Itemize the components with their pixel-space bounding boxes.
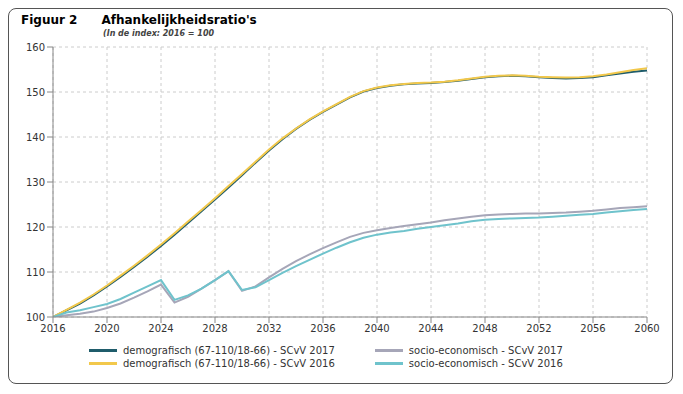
svg-text:140: 140 (26, 132, 45, 143)
svg-text:2032: 2032 (256, 323, 281, 334)
svg-text:2028: 2028 (202, 323, 227, 334)
svg-text:160: 160 (26, 42, 45, 53)
svg-text:2048: 2048 (472, 323, 497, 334)
svg-text:2040: 2040 (364, 323, 389, 334)
svg-text:150: 150 (26, 87, 45, 98)
html-text:demografisch (67-110/18-66) -: demografisch (67-110/18-66) - SCvV 2016 (123, 358, 335, 369)
svg-text:2024: 2024 (148, 323, 173, 334)
svg-text:2044: 2044 (418, 323, 443, 334)
svg-text:2020: 2020 (94, 323, 119, 334)
svg-text:2060: 2060 (634, 323, 659, 334)
svg-text:130: 130 (26, 177, 45, 188)
html-text:Figuur 2: Figuur 2 (21, 13, 78, 27)
svg-text:120: 120 (26, 222, 45, 233)
html-text:socio-economisch - SCvV 2017: socio-economisch - SCvV 2017 (408, 345, 563, 356)
html-text:Afhankelijkheidsratio's: Afhankelijkheidsratio's (101, 13, 257, 27)
html-text:demografisch (67-110/18-66) -: demografisch (67-110/18-66) - SCvV 2017 (123, 345, 335, 356)
svg-text:2056: 2056 (580, 323, 605, 334)
svg-text:2052: 2052 (526, 323, 551, 334)
svg-text:100: 100 (26, 312, 45, 323)
html-text:(In de index: 2016 = 100: (In de index: 2016 = 100 (103, 29, 214, 38)
svg-text:110: 110 (26, 267, 45, 278)
svg-text:2036: 2036 (310, 323, 335, 334)
html-text:socio-economisch - SCvV 2016: socio-economisch - SCvV 2016 (408, 358, 563, 369)
svg-text:2016: 2016 (40, 323, 65, 334)
